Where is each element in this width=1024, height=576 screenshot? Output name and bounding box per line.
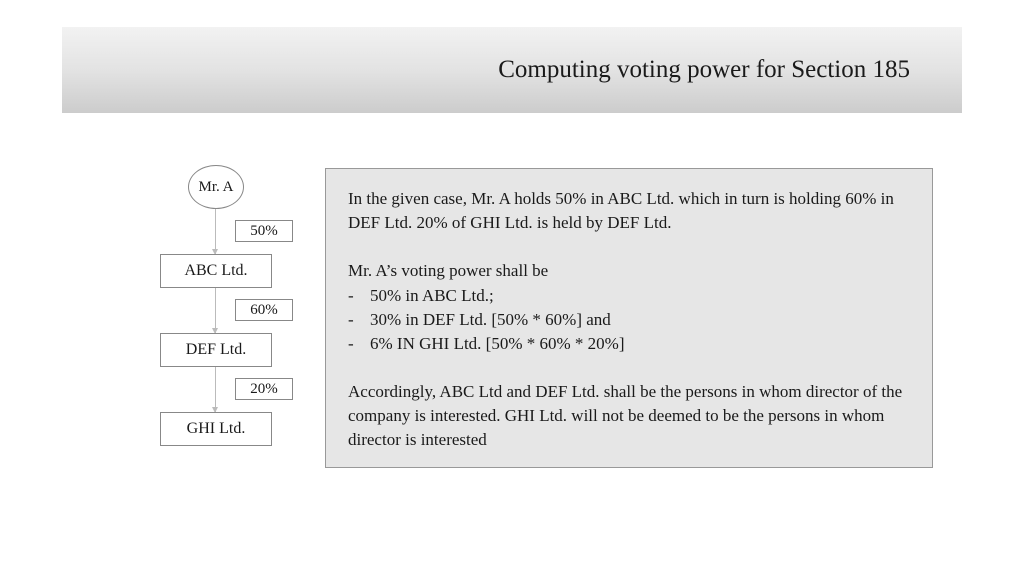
edge-pct: 50%	[235, 220, 293, 242]
node-root: Mr. A	[188, 165, 244, 209]
bullet-text: 30% in DEF Ltd. [50% * 60%] and	[370, 308, 611, 332]
bullet-row: - 50% in ABC Ltd.;	[348, 284, 912, 308]
explanation-box: In the given case, Mr. A holds 50% in AB…	[325, 168, 933, 468]
bullet-dash: -	[348, 332, 370, 356]
ownership-diagram: Mr. A 50% ABC Ltd. 60% DEF Ltd. 20% GHI …	[130, 165, 300, 475]
bullet-dash: -	[348, 308, 370, 332]
bullet-text: 6% IN GHI Ltd. [50% * 60% * 20%]	[370, 332, 624, 356]
node-box: ABC Ltd.	[160, 254, 272, 288]
connector	[215, 367, 216, 412]
node-root-label: Mr. A	[198, 179, 233, 196]
connector	[215, 288, 216, 333]
node-box: GHI Ltd.	[160, 412, 272, 446]
title-bar: Computing voting power for Section 185	[62, 27, 962, 113]
para-lead: Mr. A’s voting power shall be	[348, 259, 912, 283]
node-box: DEF Ltd.	[160, 333, 272, 367]
connector	[215, 209, 216, 254]
edge-pct: 20%	[235, 378, 293, 400]
edge-pct: 60%	[235, 299, 293, 321]
para-intro: In the given case, Mr. A holds 50% in AB…	[348, 187, 912, 235]
page-title: Computing voting power for Section 185	[498, 56, 910, 84]
bullet-text: 50% in ABC Ltd.;	[370, 284, 494, 308]
bullet-row: - 6% IN GHI Ltd. [50% * 60% * 20%]	[348, 332, 912, 356]
bullet-row: - 30% in DEF Ltd. [50% * 60%] and	[348, 308, 912, 332]
para-conclusion: Accordingly, ABC Ltd and DEF Ltd. shall …	[348, 380, 912, 452]
bullet-dash: -	[348, 284, 370, 308]
